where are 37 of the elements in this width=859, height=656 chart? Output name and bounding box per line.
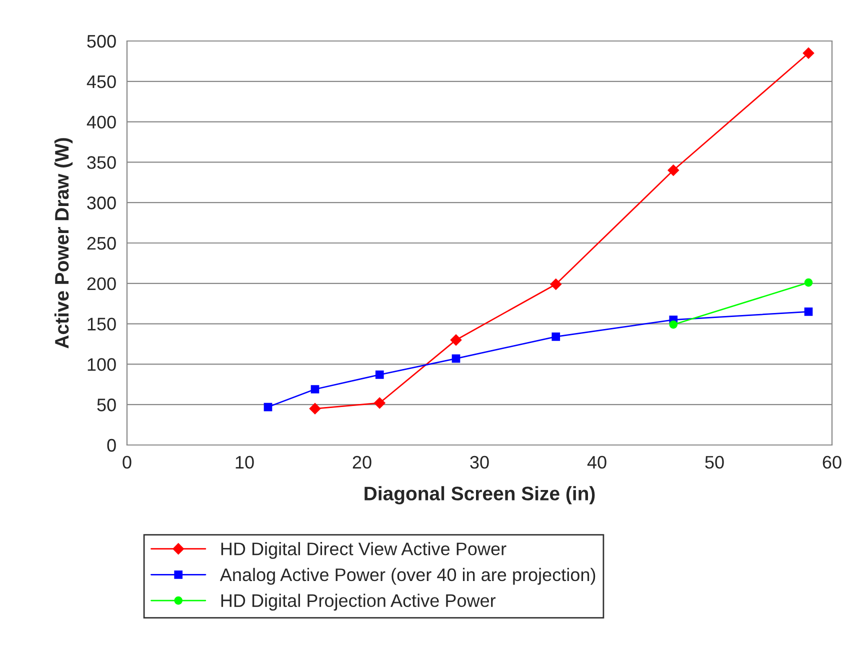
point (668, 164, 679, 176)
y-tick-label: 150 (88, 318, 116, 331)
point (264, 402, 272, 412)
y-tick-label: 50 (97, 398, 116, 412)
y-tick-label: 500 (87, 34, 116, 48)
x-tick-label: 40 (587, 456, 606, 469)
point (669, 320, 678, 329)
x-tick-label: 30 (470, 456, 489, 469)
point (804, 278, 813, 287)
y-tick-label: 250 (87, 236, 116, 250)
point (452, 354, 460, 363)
x-tick-label: 50 (705, 456, 724, 469)
legend-label: Analog Active Power (over 40 in are projection) (220, 568, 596, 585)
y-axis-title: Active Power Draw (W) (54, 138, 73, 348)
y-tick-label: 0 (107, 438, 116, 452)
x-tick-label: 60 (822, 456, 842, 469)
point (375, 370, 384, 379)
legend-label: HD Digital Projection Active Power (221, 594, 496, 611)
x-axis-title: Diagonal Screen Size (in) (364, 486, 595, 504)
x-tick-label: 10 (236, 456, 254, 469)
point (450, 334, 462, 346)
y-tick-label: 200 (87, 277, 116, 290)
y-tick-label: 400 (86, 116, 116, 129)
point (310, 385, 320, 394)
point (374, 397, 386, 409)
y-tick-label: 100 (88, 358, 116, 371)
x-tick-label: 20 (352, 456, 372, 469)
point (550, 278, 562, 290)
point (804, 308, 813, 316)
legend-label: HD Digital Direct View Active Power (221, 542, 506, 559)
y-tick-label: 300 (87, 196, 116, 210)
x-tick-label: 0 (122, 456, 132, 469)
point (802, 48, 814, 59)
point (309, 403, 321, 414)
y-tick-label: 350 (87, 156, 116, 169)
y-tick-label: 450 (86, 75, 116, 88)
point (552, 332, 560, 341)
